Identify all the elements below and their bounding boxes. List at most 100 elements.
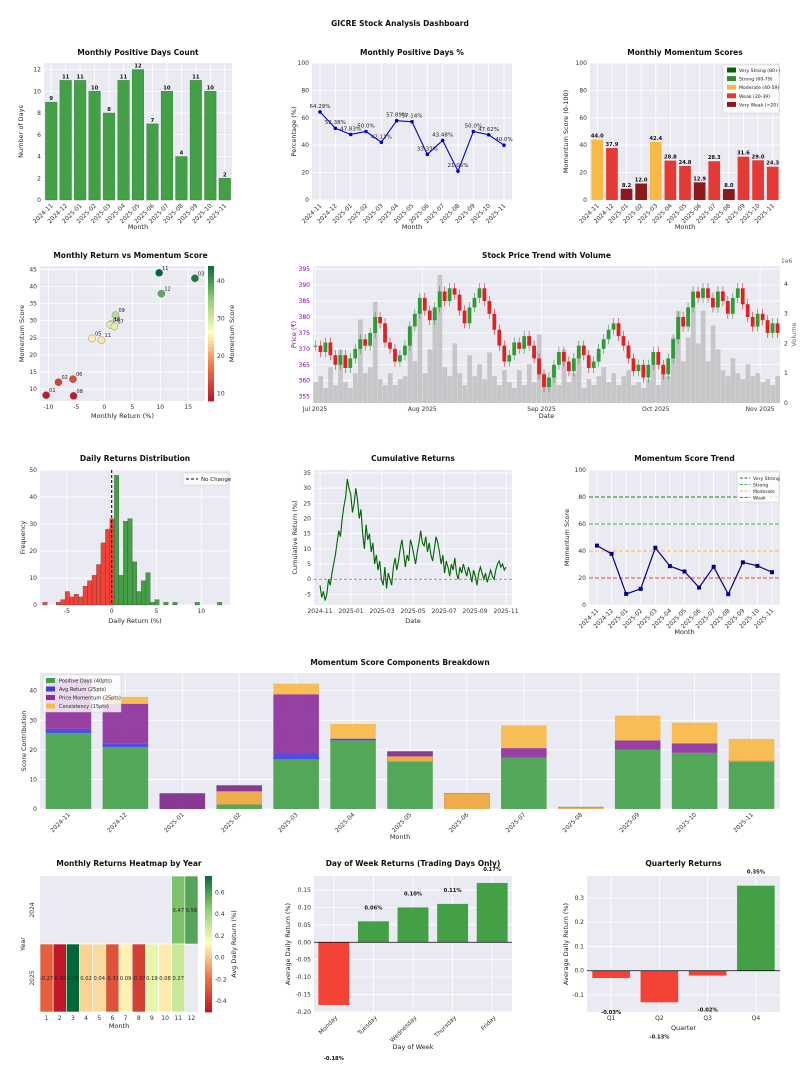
colorbar-segment <box>208 390 214 395</box>
x-axis-label: Daily Return (%) <box>108 617 161 625</box>
x-tick-label: Q3 <box>703 1015 712 1022</box>
colorbar-segment <box>208 272 214 277</box>
candle-body <box>373 316 377 333</box>
x-tick-label: Oct 2025 <box>642 406 670 413</box>
volume-bar <box>621 376 627 403</box>
y-tick-label: 10 <box>29 386 37 393</box>
stacked-segment <box>159 793 206 809</box>
colorbar-segment <box>205 916 212 921</box>
point-label: 09 <box>119 308 125 314</box>
y-tick-label: 30 <box>217 316 225 323</box>
x-tick-label: 2025-05 <box>391 811 414 834</box>
candle-body <box>701 288 705 298</box>
candle-body <box>343 355 348 368</box>
x-tick-label: 2025-10 <box>675 811 698 834</box>
candle-body <box>557 352 561 365</box>
plot-background <box>40 266 205 401</box>
x-tick-label: Jul 2025 <box>302 406 328 413</box>
histogram-bar <box>118 575 124 606</box>
legend: No Change <box>182 472 232 486</box>
candle-body <box>393 348 397 362</box>
histogram-bar <box>64 591 70 606</box>
y-tick-label: 390 <box>299 282 311 289</box>
volume-bar <box>675 310 681 403</box>
legend-swatch <box>727 76 736 82</box>
bar-value-label: 2 <box>223 172 227 178</box>
scatter-point <box>155 269 163 277</box>
volume-bar <box>516 370 522 403</box>
y-tick-label: 40 <box>29 494 37 501</box>
colorbar-segment <box>205 1008 212 1013</box>
colorbar-segment <box>208 340 214 345</box>
volume-bar <box>372 301 378 403</box>
histogram-bar <box>42 602 48 606</box>
scatter-point <box>42 391 50 399</box>
volume-bar <box>710 325 716 403</box>
x-tick-label: 15 <box>184 404 192 411</box>
bar <box>189 80 202 201</box>
point-value-label: 40.0% <box>495 137 512 143</box>
y-tick-label: 60 <box>301 115 309 122</box>
y-tick-label: 0 <box>583 197 587 204</box>
candle-body <box>711 297 715 308</box>
y-tick-label: 20 <box>29 747 37 754</box>
candle-body <box>482 288 487 302</box>
point-value-label: 57.89% <box>386 113 407 119</box>
stacked-segment <box>45 728 92 734</box>
line-point <box>667 564 672 569</box>
line-point <box>770 570 774 575</box>
x-tick-label: 4 <box>84 1015 88 1022</box>
histogram-bar <box>136 591 142 606</box>
chart-monthly-positive-days-count: Monthly Positive Days Count 9 11 11 10 8 11 12 7… <box>17 48 232 231</box>
legend-label: Strong (60-79) <box>739 77 773 83</box>
candle-body <box>398 355 402 362</box>
x-tick-label: 5 <box>155 608 159 615</box>
heatmap-cell-label: 0.47 <box>172 908 184 914</box>
bar <box>88 91 101 201</box>
bar <box>635 183 647 200</box>
bar-value-label: -0.13% <box>649 1034 670 1040</box>
candle-body <box>626 345 631 359</box>
y-tick-label: 0 <box>784 400 788 407</box>
bar-value-label: 24.8 <box>679 160 692 166</box>
y2-axis-label: Volume <box>790 322 798 346</box>
colorbar-segment <box>208 387 214 392</box>
candle-body <box>422 297 427 311</box>
y-tick-label: 0.0 <box>215 955 225 962</box>
volume-bar <box>328 367 333 403</box>
candle-body <box>432 307 437 321</box>
stacked-segment <box>273 759 319 809</box>
stacked-segment <box>671 722 718 744</box>
candle-body <box>318 345 323 353</box>
legend-label: Very Strong <box>753 476 780 482</box>
histogram-bar <box>105 529 111 606</box>
candle-body <box>581 345 586 356</box>
candle-body <box>656 352 661 365</box>
point-value-label: 43.48% <box>432 132 453 138</box>
candle-body <box>745 304 750 317</box>
volume-bar <box>581 388 587 403</box>
volume-bar <box>497 385 502 403</box>
candle-body <box>765 320 770 333</box>
histogram-bar <box>78 596 84 606</box>
histogram-bar <box>56 602 61 606</box>
volume-bar <box>566 382 572 403</box>
histogram-bar <box>141 580 146 606</box>
x-tick-label: 5 <box>130 404 134 411</box>
colorbar-segment <box>205 910 212 914</box>
histogram-bar <box>87 580 93 606</box>
x-tick-label: Sep 2025 <box>527 406 556 413</box>
chart-title: Monthly Momentum Scores <box>627 48 743 57</box>
point-label: 10 <box>114 317 120 323</box>
y-tick-label: 0.15 <box>298 887 312 894</box>
volume-bar <box>442 367 448 403</box>
x-tick-label: 2025-02 <box>220 811 243 834</box>
bar-value-label: 0.06% <box>364 905 383 911</box>
y-tick-label: 2024 <box>29 902 36 917</box>
point-value-label: 42.11% <box>371 134 392 140</box>
bar-value-label: 8.0 <box>724 183 734 189</box>
stacked-segment <box>671 752 718 809</box>
x-tick-label: 5 <box>97 1015 101 1022</box>
volume-bar <box>760 382 766 403</box>
volume-bar <box>531 382 537 403</box>
